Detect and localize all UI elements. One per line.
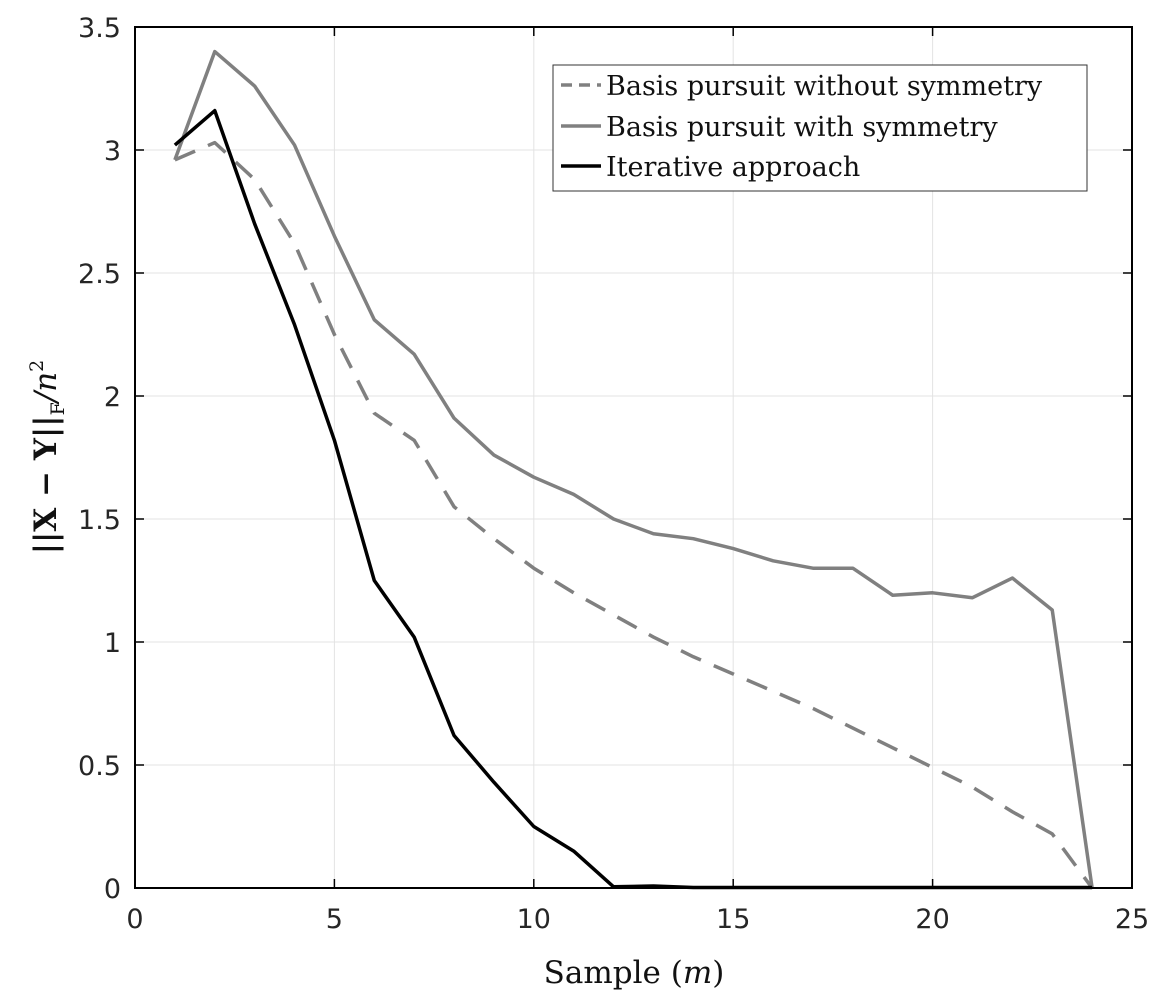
- series-line-basis-without-symmetry: [174, 140, 1094, 890]
- x-tick-label: 5: [326, 904, 343, 935]
- y-tick-label: 0: [104, 874, 121, 905]
- y-tick-label: 1: [104, 628, 121, 659]
- plot-frame: [134, 26, 1133, 889]
- y-axis-title-subscript: F: [47, 402, 69, 415]
- y-axis-title-norm: ||X − Y||: [28, 415, 64, 554]
- x-axis-title-post: ): [712, 955, 724, 991]
- x-tick-label: 10: [517, 904, 551, 935]
- tick-labels: 0 5 10 15 20 25 0 0.5 1 1.5 2 2.5 3 3.5: [78, 13, 1149, 935]
- x-tick-label: 0: [126, 904, 143, 935]
- legend: Basis pursuit without symmetry Basis pur…: [552, 64, 1088, 192]
- x-tick-label: 15: [716, 904, 750, 935]
- y-axis-title-tail: /n: [28, 372, 64, 405]
- x-axis-title-pre: Sample (: [544, 955, 683, 991]
- series-line-basis-with-symmetry: [173, 49, 1094, 889]
- y-axis-title: ||X − Y||F/n2: [26, 360, 69, 555]
- y-tick-label: 2: [104, 382, 121, 413]
- y-tick-label: 1.5: [78, 505, 121, 536]
- y-tick-label: 2.5: [78, 259, 121, 290]
- x-axis-title: Sample (m): [544, 955, 725, 991]
- y-tick-label: 3: [104, 136, 121, 167]
- y-tick-label: 0.5: [78, 751, 121, 782]
- x-tick-label: 20: [915, 904, 949, 935]
- legend-label-basis-with-symmetry: Basis pursuit with symmetry: [606, 112, 998, 143]
- legend-label-basis-without-symmetry: Basis pursuit without symmetry: [606, 71, 1043, 102]
- ticks: [134, 26, 1133, 889]
- y-axis-title-superscript: 2: [26, 360, 48, 372]
- y-tick-label: 3.5: [78, 13, 121, 44]
- x-axis-title-var: m: [683, 955, 712, 991]
- x-tick-label: 25: [1115, 904, 1149, 935]
- legend-label-iterative-approach: Iterative approach: [606, 152, 860, 183]
- legend-box: [552, 64, 1088, 192]
